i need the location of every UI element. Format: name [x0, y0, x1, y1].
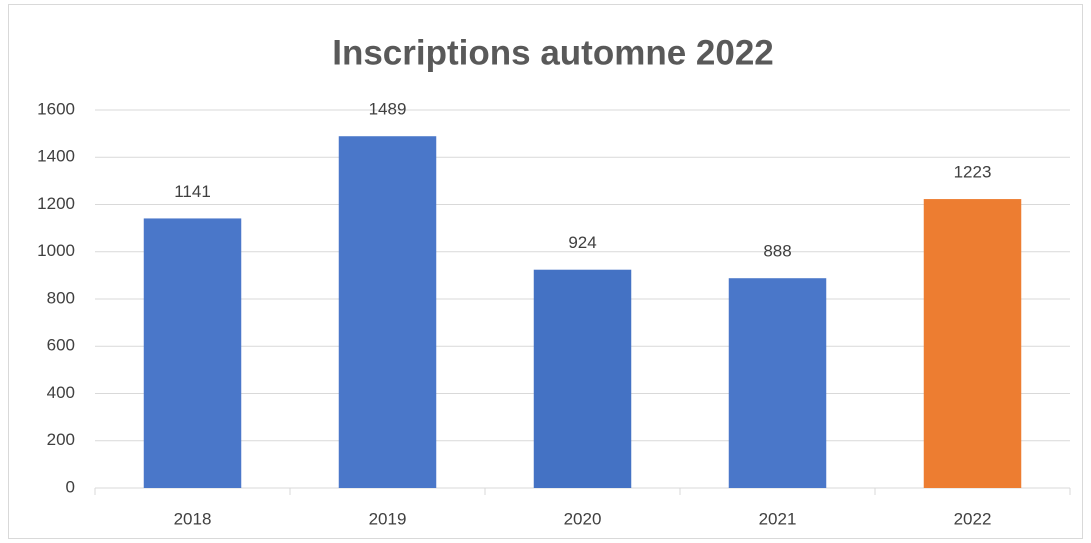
bar — [533, 269, 632, 488]
y-tick-label: 1200 — [37, 194, 75, 213]
y-tick-label: 200 — [47, 430, 75, 449]
x-tick-label: 2018 — [174, 509, 212, 528]
y-tick-label: 0 — [66, 477, 75, 496]
bar — [728, 278, 827, 488]
bar — [923, 199, 1022, 488]
data-label: 1141 — [174, 182, 211, 201]
data-label: 924 — [568, 233, 596, 252]
x-tick-label: 2021 — [759, 509, 797, 528]
bar — [338, 136, 437, 488]
y-tick-label: 1000 — [37, 241, 75, 260]
y-tick-label: 600 — [47, 336, 75, 355]
chart-title: Inscriptions automne 2022 — [332, 33, 774, 72]
bar — [143, 218, 242, 488]
x-tick-label: 2019 — [369, 509, 407, 528]
data-label: 888 — [763, 242, 791, 261]
y-tick-label: 1600 — [37, 99, 75, 118]
x-tick-label: 2022 — [954, 509, 992, 528]
y-tick-label: 1400 — [37, 147, 75, 166]
x-tick-label: 2020 — [564, 509, 602, 528]
data-label: 1489 — [369, 100, 407, 119]
data-label: 1223 — [954, 163, 992, 182]
y-tick-label: 400 — [47, 383, 75, 402]
y-tick-label: 800 — [47, 288, 75, 307]
